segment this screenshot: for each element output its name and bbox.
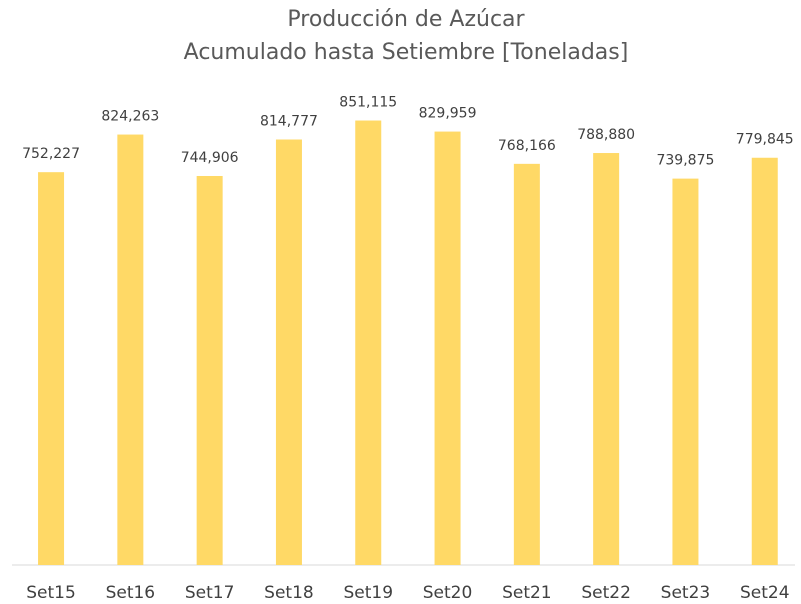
x-tick-label: Set20 [423,583,473,603]
bar [672,178,699,565]
bar [751,157,778,565]
x-tick-label: Set24 [740,583,790,603]
value-label: 739,875 [656,153,714,169]
value-label: 788,880 [577,127,635,143]
bar [275,139,302,565]
value-label: 768,166 [498,138,556,154]
value-label: 779,845 [736,132,794,148]
chart-title: Producción de Azúcar [287,7,525,32]
x-tick-label: Set22 [581,583,631,603]
bar [593,153,620,565]
x-tick-label: Set19 [343,583,393,603]
x-tick-label: Set17 [185,583,235,603]
bar [434,131,461,565]
value-label: 851,115 [339,95,397,111]
bar [38,172,65,565]
value-label: 752,227 [22,146,80,162]
chart-subtitle: Acumulado hasta Setiembre [Toneladas] [184,40,629,65]
bar [513,163,540,565]
x-tick-label: Set23 [661,583,711,603]
x-tick-label: Set18 [264,583,314,603]
value-label: 829,959 [419,106,477,122]
value-label: 814,777 [260,114,318,130]
bar [355,120,382,565]
x-tick-label: Set15 [26,583,76,603]
x-tick-label: Set16 [106,583,156,603]
bar [196,175,223,565]
bar [117,134,144,565]
value-label: 824,263 [101,109,159,125]
value-label: 744,906 [181,150,239,166]
x-tick-label: Set21 [502,583,552,603]
